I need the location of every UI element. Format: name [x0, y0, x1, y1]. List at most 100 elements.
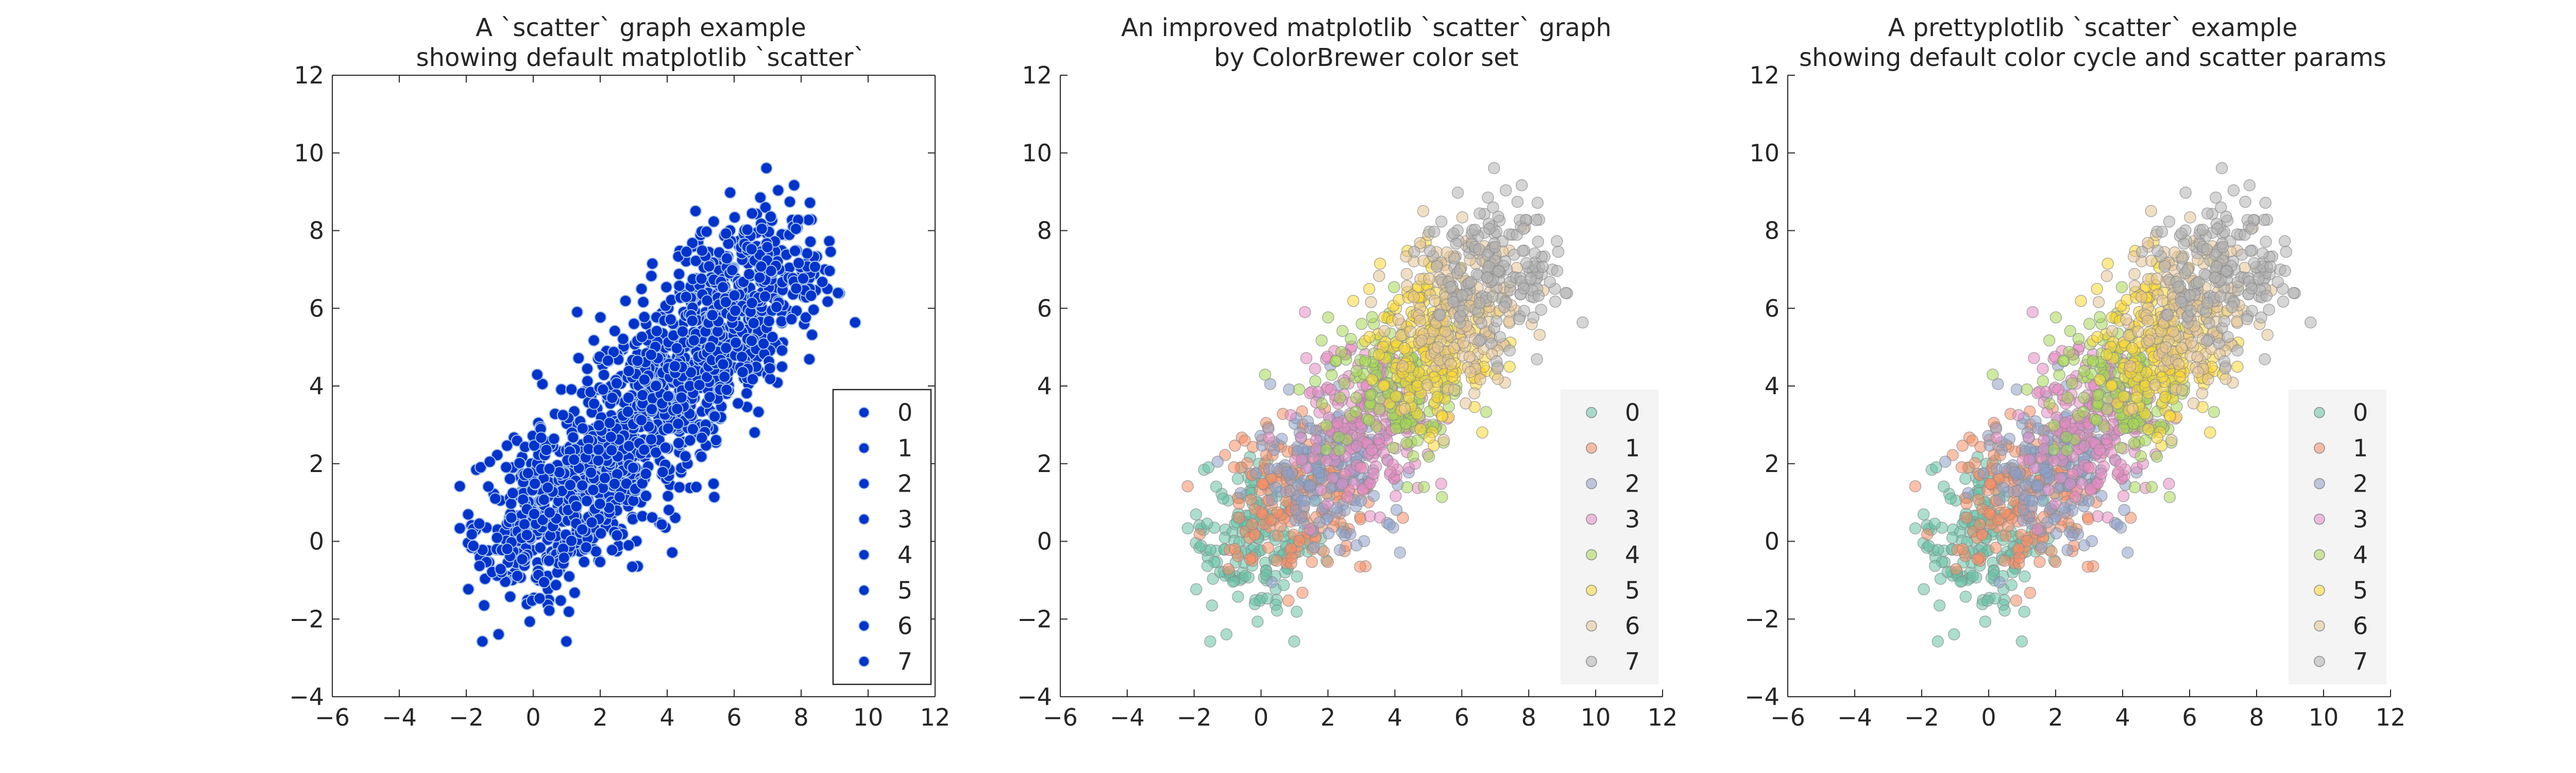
scatter-point [1503, 360, 1516, 373]
scatter-point [2018, 606, 2030, 618]
scatter-point [2105, 379, 2117, 392]
scatter-point [2049, 497, 2062, 510]
scatter-point [2181, 264, 2194, 276]
scatter-point [790, 282, 803, 295]
scatter-point [581, 495, 593, 507]
x-tick-label: 8 [793, 703, 808, 731]
x-tick-label: 12 [2376, 703, 2406, 731]
scatter-point [2130, 391, 2143, 404]
scatter-point [1392, 313, 1404, 326]
scatter-point [1473, 297, 1486, 309]
scatter-point [476, 635, 489, 648]
legend-marker [858, 442, 870, 454]
scatter-point [730, 336, 742, 349]
scatter-point [1976, 529, 1989, 541]
scatter-point [639, 490, 652, 502]
scatter-point [1234, 487, 1247, 499]
scatter-point [608, 477, 621, 490]
legend-label: 3 [2353, 506, 2368, 533]
scatter-point [2028, 352, 2040, 364]
scatter-point [543, 506, 556, 519]
legend-label: 3 [1625, 506, 1640, 533]
scatter-point [1248, 529, 1261, 541]
scatter-point [1977, 467, 1990, 479]
scatter-point [803, 353, 816, 366]
scatter-point [541, 481, 554, 494]
scatter-point [2128, 481, 2141, 494]
scatter-point [568, 586, 581, 599]
scatter-point [2078, 365, 2091, 377]
scatter-point [554, 594, 567, 607]
scatter-point [2078, 392, 2090, 404]
scatter-point [1278, 579, 1290, 592]
scatter-point [1363, 282, 1376, 295]
legend-label: 7 [1625, 648, 1640, 676]
legend-marker [858, 549, 870, 561]
scatter-point [2038, 443, 2050, 456]
scatter-point [1231, 473, 1244, 485]
legend-marker [858, 407, 870, 418]
scatter-point [2093, 311, 2106, 324]
legend-marker [1586, 620, 1597, 632]
scatter-point [1322, 527, 1335, 540]
scatter-point [785, 313, 798, 326]
x-tick-label: 10 [1581, 703, 1611, 731]
scatter-point [1296, 586, 1309, 599]
scatter-point [1928, 517, 1941, 530]
x-tick-label: 2 [1320, 703, 1335, 731]
scatter-point [1544, 276, 1556, 288]
scatter-point [1181, 480, 1194, 493]
scatter-point [762, 315, 775, 328]
scatter-point [1333, 544, 1346, 557]
scatter-point [1494, 331, 1506, 343]
scatter-point [1984, 477, 1996, 490]
scatter-point [1312, 466, 1325, 479]
x-tick-label: 12 [920, 703, 951, 731]
scatter-point [2279, 264, 2292, 277]
scatter-point [764, 373, 776, 385]
scatter-point [2003, 432, 2016, 445]
x-tick-label: 10 [2309, 703, 2339, 731]
scatter-point [638, 373, 651, 386]
scatter-point [671, 402, 684, 415]
scatter-point [528, 439, 540, 452]
scatter-point [2020, 479, 2032, 491]
scatter-point [1293, 534, 1306, 547]
scatter-point [1463, 350, 1476, 363]
scatter-point [1315, 397, 1328, 410]
scatter-point [473, 517, 486, 530]
y-tick-label: 0 [309, 528, 324, 556]
scatter-point [1435, 215, 1448, 228]
x-tick-label: 0 [526, 703, 540, 731]
scatter-point [770, 300, 783, 313]
scatter-point [1989, 541, 2002, 554]
scatter-point [2066, 377, 2078, 390]
scatter-point [1532, 236, 1545, 248]
scatter-point [1917, 508, 1930, 520]
legend-marker [2314, 442, 2325, 454]
scatter-point [536, 378, 549, 391]
y-tick-label: −2 [289, 605, 324, 633]
y-tick-label: 12 [294, 61, 324, 89]
y-tick-label: 6 [1037, 294, 1052, 322]
scatter-point [2201, 297, 2214, 309]
scatter-point [2106, 325, 2119, 338]
scatter-point [1329, 355, 1342, 367]
legend-marker [1586, 478, 1597, 490]
scatter-point [1321, 497, 1334, 510]
scatter-point [792, 257, 805, 270]
scatter-point [2218, 315, 2231, 327]
scatter-point [1355, 317, 1368, 330]
scatter-point [1516, 245, 1529, 257]
scatter-point [764, 362, 776, 375]
scatter-point [489, 492, 502, 505]
scatter-point [1288, 635, 1300, 648]
scatter-point [1325, 383, 1337, 396]
scatter-point [761, 241, 774, 254]
legend-marker [858, 513, 870, 525]
scatter-point [2049, 556, 2062, 568]
scatter-point [2150, 450, 2163, 463]
scatter-point [2260, 290, 2273, 302]
scatter-point [2057, 355, 2070, 367]
x-tick-label: 4 [2115, 703, 2130, 731]
